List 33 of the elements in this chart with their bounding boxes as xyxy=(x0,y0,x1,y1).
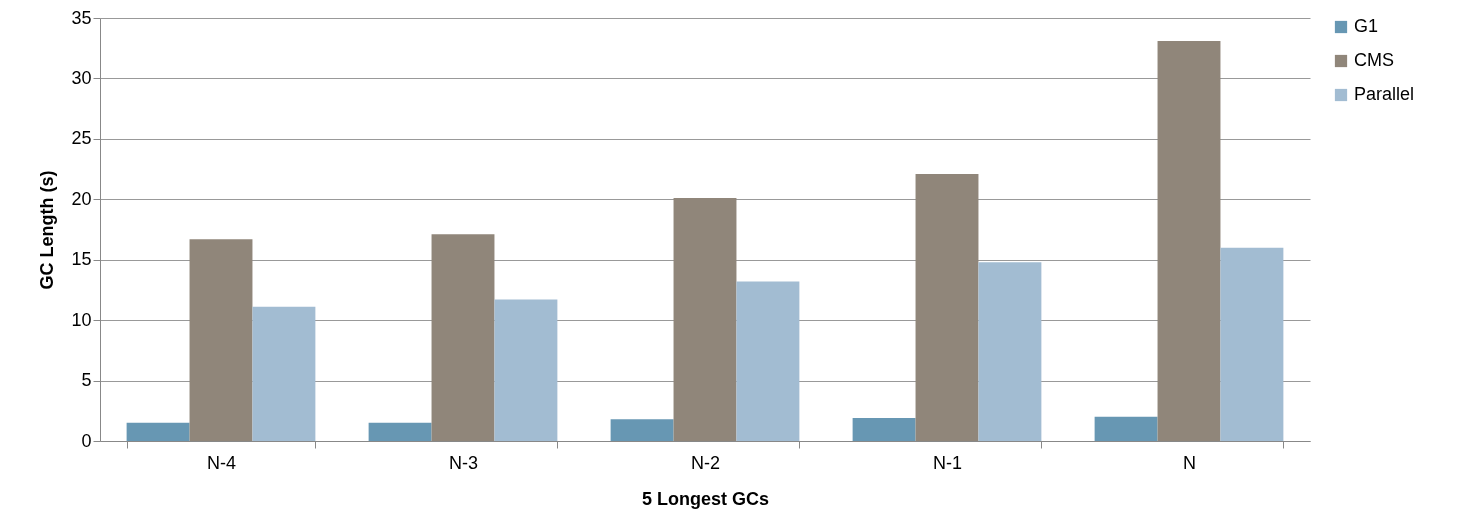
legend-label: G1 xyxy=(1354,16,1379,36)
x-tick-label: N-4 xyxy=(206,452,237,473)
y-tick-label: 30 xyxy=(71,67,92,88)
y-tick-label: 5 xyxy=(81,370,92,391)
y-tick-label: 20 xyxy=(71,188,92,209)
bar xyxy=(1094,416,1158,441)
bar xyxy=(252,306,316,441)
bar xyxy=(126,422,190,441)
bar xyxy=(736,281,800,441)
bar xyxy=(1220,247,1284,441)
x-tick-label: N-2 xyxy=(690,452,721,473)
bar xyxy=(1157,40,1221,441)
bar xyxy=(494,299,558,441)
bar xyxy=(368,422,432,441)
bar xyxy=(978,262,1042,441)
x-tick-label: N xyxy=(1183,452,1196,473)
y-tick-label: 15 xyxy=(71,249,92,270)
bar xyxy=(915,173,979,441)
legend-label: Parallel xyxy=(1354,84,1415,104)
legend-label: CMS xyxy=(1354,50,1394,70)
y-tick-label: 35 xyxy=(71,7,92,28)
y-tick-label: 10 xyxy=(71,309,92,330)
x-axis-title: 5 Longest GCs xyxy=(641,488,770,509)
y-tick-label: 25 xyxy=(71,128,92,149)
y-tick-label: 0 xyxy=(81,430,92,451)
bar xyxy=(610,419,674,441)
bar xyxy=(673,198,737,441)
bar xyxy=(189,239,253,441)
x-tick-label: N-3 xyxy=(448,452,479,473)
bar xyxy=(431,234,495,441)
x-tick-label: N-1 xyxy=(932,452,963,473)
y-axis-title: GC Length (s) xyxy=(37,170,58,290)
bar xyxy=(852,418,916,441)
